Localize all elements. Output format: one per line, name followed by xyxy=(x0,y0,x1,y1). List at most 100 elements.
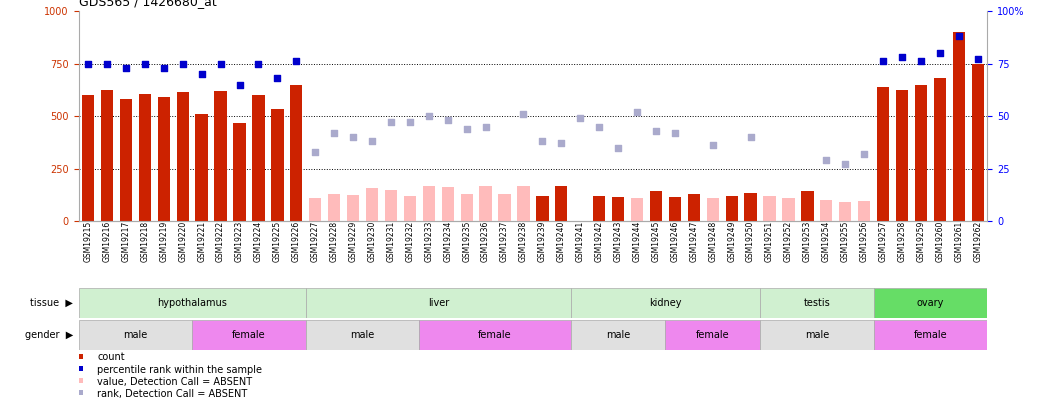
Bar xyxy=(479,186,492,221)
Text: GDS565 / 1426680_at: GDS565 / 1426680_at xyxy=(79,0,216,9)
Bar xyxy=(518,186,529,221)
Point xyxy=(99,60,115,67)
Bar xyxy=(725,196,738,221)
Bar xyxy=(763,196,776,221)
Text: GSM19240: GSM19240 xyxy=(556,221,566,262)
Text: GSM19237: GSM19237 xyxy=(500,221,509,262)
Point xyxy=(155,64,172,71)
Text: female: female xyxy=(914,330,947,340)
Point xyxy=(610,144,627,151)
Text: male: male xyxy=(805,330,829,340)
Text: GSM19243: GSM19243 xyxy=(613,221,623,262)
Bar xyxy=(422,186,435,221)
Bar xyxy=(760,288,874,318)
Point xyxy=(383,119,399,126)
Point xyxy=(932,50,948,56)
Text: female: female xyxy=(233,330,266,340)
Text: GSM19258: GSM19258 xyxy=(897,221,907,262)
Bar xyxy=(760,320,874,350)
Text: GSM19220: GSM19220 xyxy=(178,221,188,262)
Bar xyxy=(915,85,927,221)
Point xyxy=(269,75,286,81)
Text: GSM19236: GSM19236 xyxy=(481,221,490,262)
Bar xyxy=(253,95,264,221)
Point xyxy=(250,60,267,67)
Text: GSM19256: GSM19256 xyxy=(859,221,869,262)
Text: rank, Detection Call = ABSENT: rank, Detection Call = ABSENT xyxy=(97,389,247,399)
Bar xyxy=(460,194,473,221)
Text: GSM19254: GSM19254 xyxy=(822,221,831,262)
Bar xyxy=(665,320,760,350)
Point xyxy=(667,130,683,136)
Point xyxy=(117,64,134,71)
Text: GSM19219: GSM19219 xyxy=(159,221,169,262)
Bar xyxy=(971,64,984,221)
Bar xyxy=(79,320,192,350)
Text: GSM19217: GSM19217 xyxy=(122,221,130,262)
Text: GSM19231: GSM19231 xyxy=(387,221,395,262)
Point xyxy=(401,119,418,126)
Bar xyxy=(79,288,306,318)
Text: GSM19226: GSM19226 xyxy=(291,221,301,262)
Bar xyxy=(802,190,813,221)
Text: GSM19242: GSM19242 xyxy=(594,221,604,262)
Bar xyxy=(571,288,760,318)
Point xyxy=(288,58,305,65)
Text: GSM19244: GSM19244 xyxy=(633,221,641,262)
Bar xyxy=(839,202,851,221)
Bar xyxy=(612,197,625,221)
Text: male: male xyxy=(124,330,148,340)
Point xyxy=(439,117,456,124)
Bar xyxy=(366,188,378,221)
Text: testis: testis xyxy=(804,298,830,308)
Text: GSM19230: GSM19230 xyxy=(368,221,376,262)
Bar xyxy=(119,99,132,221)
Point xyxy=(969,56,986,62)
Point xyxy=(856,151,873,157)
Point xyxy=(212,60,228,67)
Bar xyxy=(328,194,341,221)
Point xyxy=(837,161,854,168)
Text: GSM19229: GSM19229 xyxy=(349,221,357,262)
Bar xyxy=(650,190,662,221)
Text: hypothalamus: hypothalamus xyxy=(157,298,227,308)
Text: value, Detection Call = ABSENT: value, Detection Call = ABSENT xyxy=(97,377,253,387)
Bar xyxy=(874,288,987,318)
Text: GSM19234: GSM19234 xyxy=(443,221,453,262)
Point xyxy=(553,140,570,147)
Bar xyxy=(537,196,548,221)
Text: GSM19246: GSM19246 xyxy=(671,221,679,262)
Bar xyxy=(821,200,832,221)
Text: GSM19259: GSM19259 xyxy=(916,221,925,262)
Bar xyxy=(347,195,359,221)
Point xyxy=(458,126,475,132)
Point xyxy=(534,138,551,145)
Text: GSM19235: GSM19235 xyxy=(462,221,472,262)
Bar xyxy=(858,201,870,221)
Bar xyxy=(953,32,965,221)
Text: GSM19251: GSM19251 xyxy=(765,221,774,262)
Text: GSM19262: GSM19262 xyxy=(974,221,982,262)
Text: GSM19257: GSM19257 xyxy=(878,221,888,262)
Bar xyxy=(669,197,681,221)
Bar xyxy=(593,196,606,221)
Text: GSM19248: GSM19248 xyxy=(708,221,717,262)
Text: GSM19228: GSM19228 xyxy=(330,221,339,262)
Point xyxy=(591,123,608,130)
Bar xyxy=(271,109,284,221)
Text: GSM19218: GSM19218 xyxy=(140,221,150,262)
Text: GSM19215: GSM19215 xyxy=(84,221,92,262)
Bar xyxy=(157,97,170,221)
Bar xyxy=(385,190,397,221)
Bar xyxy=(306,320,419,350)
Point xyxy=(80,60,96,67)
Point xyxy=(704,142,721,149)
Text: GSM19252: GSM19252 xyxy=(784,221,793,262)
Text: GSM19253: GSM19253 xyxy=(803,221,812,262)
Text: GSM19216: GSM19216 xyxy=(103,221,111,262)
Point xyxy=(345,134,362,140)
Text: GSM19239: GSM19239 xyxy=(538,221,547,262)
Text: GSM19260: GSM19260 xyxy=(936,221,944,262)
Text: GSM19255: GSM19255 xyxy=(840,221,850,262)
Bar xyxy=(782,198,794,221)
